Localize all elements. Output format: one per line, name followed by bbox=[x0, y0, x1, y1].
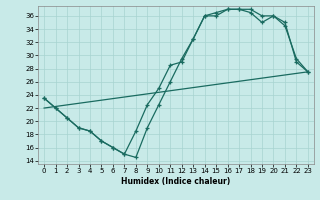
X-axis label: Humidex (Indice chaleur): Humidex (Indice chaleur) bbox=[121, 177, 231, 186]
